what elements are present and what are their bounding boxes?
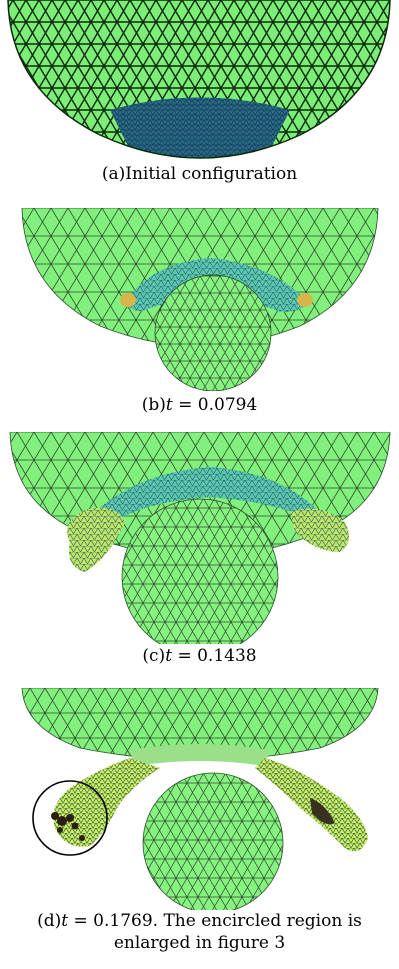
panel-d-mesh (21, 688, 379, 910)
caption-d-t-symbol: t (61, 911, 69, 931)
caption-d-text: . The encircled region is (152, 911, 362, 931)
caption-c-t-symbol: t (165, 646, 173, 666)
caption-b-equals: = (172, 395, 198, 415)
caption-a-text: Initial configuration (125, 164, 298, 184)
caption-c-label: (c) (142, 646, 166, 666)
caption-d-label: (d) (37, 911, 62, 931)
caption-d-line-1: (d)t = 0.1769. The encircled region is (0, 910, 399, 932)
caption-b-t-symbol: t (165, 395, 173, 415)
panel-d-image (0, 688, 399, 910)
caption-b-t-value: 0.0794 (197, 395, 258, 415)
caption-d: (d)t = 0.1769. The encircled region is e… (0, 910, 399, 954)
caption-d-equals: = (68, 911, 94, 931)
panel-b-mesh (21, 208, 379, 423)
panel-c-image (0, 432, 399, 644)
caption-c-t-value: 0.1438 (197, 646, 257, 666)
panel-b-image (0, 208, 399, 423)
panel-c-mesh (9, 432, 391, 644)
caption-d-t-value: 0.1769 (93, 911, 153, 931)
panel-a-image (0, 0, 399, 160)
caption-c: (c)t = 0.1438 (0, 645, 399, 667)
caption-c-equals: = (172, 646, 198, 666)
caption-b: (b)t = 0.0794 (0, 394, 399, 416)
encircled-region-ring (32, 780, 108, 856)
caption-a-label: (a) (101, 164, 126, 184)
caption-a: (a)Initial configuration (0, 163, 399, 185)
caption-d-line-2: enlarged in figure 3 (113, 933, 286, 953)
panel-a-mesh (7, 0, 391, 159)
caption-b-label: (b) (141, 395, 166, 415)
